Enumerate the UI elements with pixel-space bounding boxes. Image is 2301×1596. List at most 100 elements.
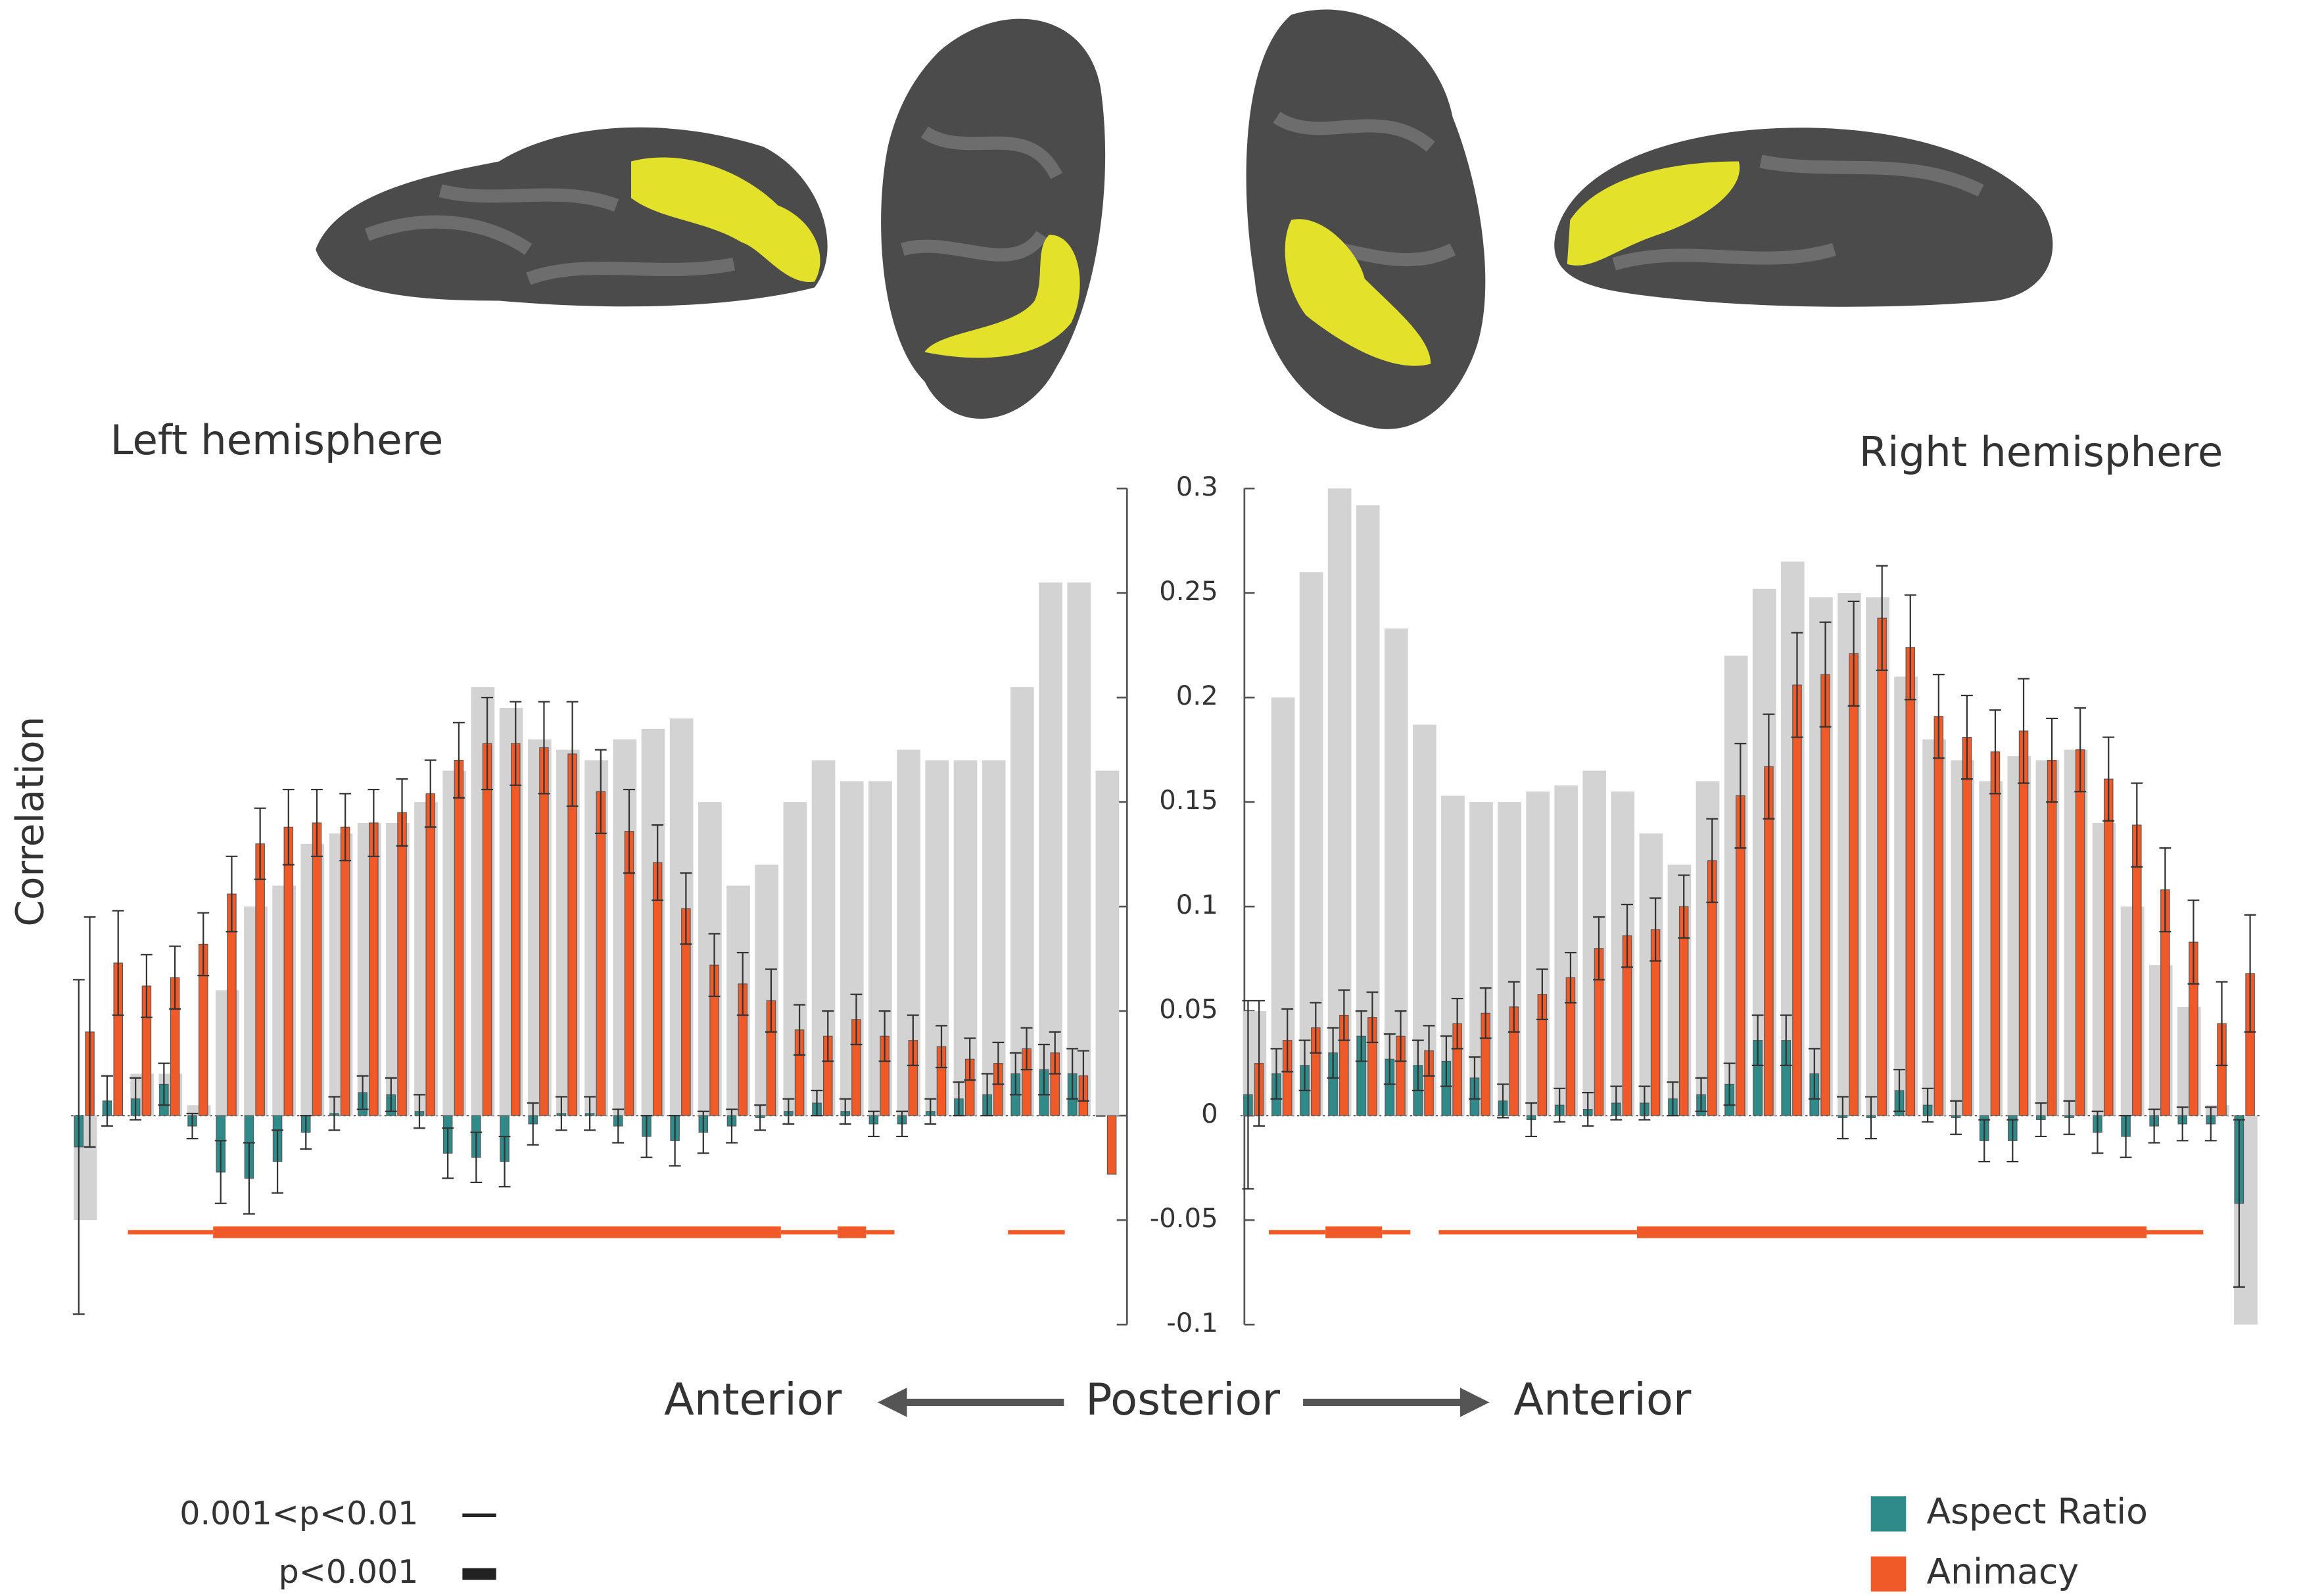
error-bar: [442, 1127, 454, 1179]
error-bar: [669, 1115, 681, 1167]
error-bar: [867, 1110, 880, 1138]
bar: [340, 826, 350, 1116]
error-bar: [907, 1014, 919, 1066]
legend-label: Animacy: [1927, 1551, 2079, 1592]
error-bar: [83, 916, 96, 1148]
error-bar: [1020, 1027, 1033, 1071]
error-bar: [1695, 1077, 1707, 1112]
error-bar: [2204, 1106, 2217, 1142]
error-bar: [2148, 1108, 2160, 1144]
error-bar: [1791, 632, 1803, 738]
error-bar: [396, 778, 408, 847]
error-bar: [254, 807, 266, 880]
error-bar: [2233, 1119, 2245, 1288]
error-bar: [1281, 1008, 1294, 1073]
error-bar: [130, 1077, 142, 1121]
bar: [1849, 653, 1859, 1116]
brain-right-lateral: [1554, 128, 2053, 307]
error-bar: [1621, 903, 1633, 968]
legend-swatch: [1870, 1556, 1907, 1592]
error-bar: [2102, 736, 2115, 822]
error-bar: [328, 1096, 341, 1131]
error-bar: [1564, 951, 1577, 1004]
error-bar: [2131, 782, 2143, 868]
y-tick-label: -0.1: [1166, 1308, 1218, 1338]
error-bar: [1808, 1048, 1820, 1100]
error-bar: [527, 1102, 539, 1146]
bar: [1877, 617, 1887, 1116]
error-bar: [1610, 1085, 1623, 1121]
direction-label: Anterior: [664, 1374, 842, 1425]
error-bar: [992, 1041, 1005, 1085]
error-bar: [2035, 1102, 2047, 1138]
error-bar: [2216, 981, 2228, 1066]
error-bar: [498, 1135, 511, 1188]
error-bar: [1270, 1048, 1283, 1100]
error-bar: [1751, 1014, 1764, 1066]
error-bar: [225, 855, 238, 933]
background-bar: [1067, 582, 1091, 1116]
error-bar: [640, 1115, 653, 1158]
error-bar: [2159, 847, 2171, 933]
error-bar: [765, 968, 777, 1033]
error-bar: [1734, 742, 1747, 849]
error-bar: [1451, 997, 1463, 1050]
error-bar: [2244, 914, 2256, 1033]
error-bar: [1678, 874, 1690, 939]
error-bar: [101, 1075, 113, 1127]
error-bar: [726, 1108, 738, 1144]
error-bar: [1819, 621, 1832, 728]
background-bar: [1356, 505, 1380, 1116]
bar: [1962, 736, 1972, 1116]
direction-arrows: [877, 1388, 1490, 1417]
error-bar: [112, 910, 124, 1016]
error-bar: [1077, 1050, 1089, 1102]
error-bar: [794, 1004, 806, 1056]
brain-left-lateral: [316, 127, 828, 307]
error-bar: [1638, 1085, 1651, 1121]
error-bar: [2187, 899, 2200, 985]
error-bar: [1525, 1102, 1538, 1138]
background-bar: [1299, 572, 1323, 1116]
bar: [255, 843, 265, 1116]
error-bar: [1978, 1119, 1991, 1163]
error-bar: [1847, 600, 1860, 707]
error-bar: [566, 701, 579, 807]
bar: [312, 822, 322, 1116]
error-bar: [822, 1010, 834, 1062]
brain-images: [316, 9, 2053, 429]
error-bar: [555, 1096, 567, 1131]
error-bar: [2074, 707, 2087, 793]
error-bar: [1865, 1096, 1877, 1140]
direction-label: Posterior: [1085, 1374, 1280, 1425]
error-bar: [282, 788, 295, 866]
error-bar: [896, 1110, 909, 1138]
bar: [624, 831, 634, 1116]
error-bar: [1932, 674, 1945, 759]
background-bar: [953, 760, 978, 1116]
error-bar: [953, 1081, 965, 1117]
error-bar: [1038, 1043, 1050, 1096]
bar: [596, 791, 606, 1116]
error-bar: [2176, 1106, 2189, 1142]
background-bar: [1095, 770, 1120, 1116]
error-bar: [1763, 713, 1775, 820]
error-bar: [452, 722, 465, 799]
error-bar: [1469, 1056, 1481, 1100]
legend-swatch: [1870, 1496, 1907, 1532]
error-bar: [1836, 1096, 1849, 1140]
error-bar: [2046, 717, 2058, 803]
legend-label: Aspect Ratio: [1927, 1491, 2148, 1532]
error-bar: [2091, 1110, 2104, 1154]
bar: [2047, 759, 2057, 1116]
y-tick-label: 0.05: [1159, 995, 1218, 1025]
bar: [511, 743, 521, 1116]
error-bar: [1327, 1027, 1339, 1079]
bar: [1096, 1115, 1106, 1117]
error-bar: [1876, 565, 1888, 671]
error-bar: [697, 1110, 709, 1154]
bar: [1106, 1115, 1117, 1175]
error-bar: [272, 1129, 284, 1194]
bar: [1990, 751, 2001, 1116]
